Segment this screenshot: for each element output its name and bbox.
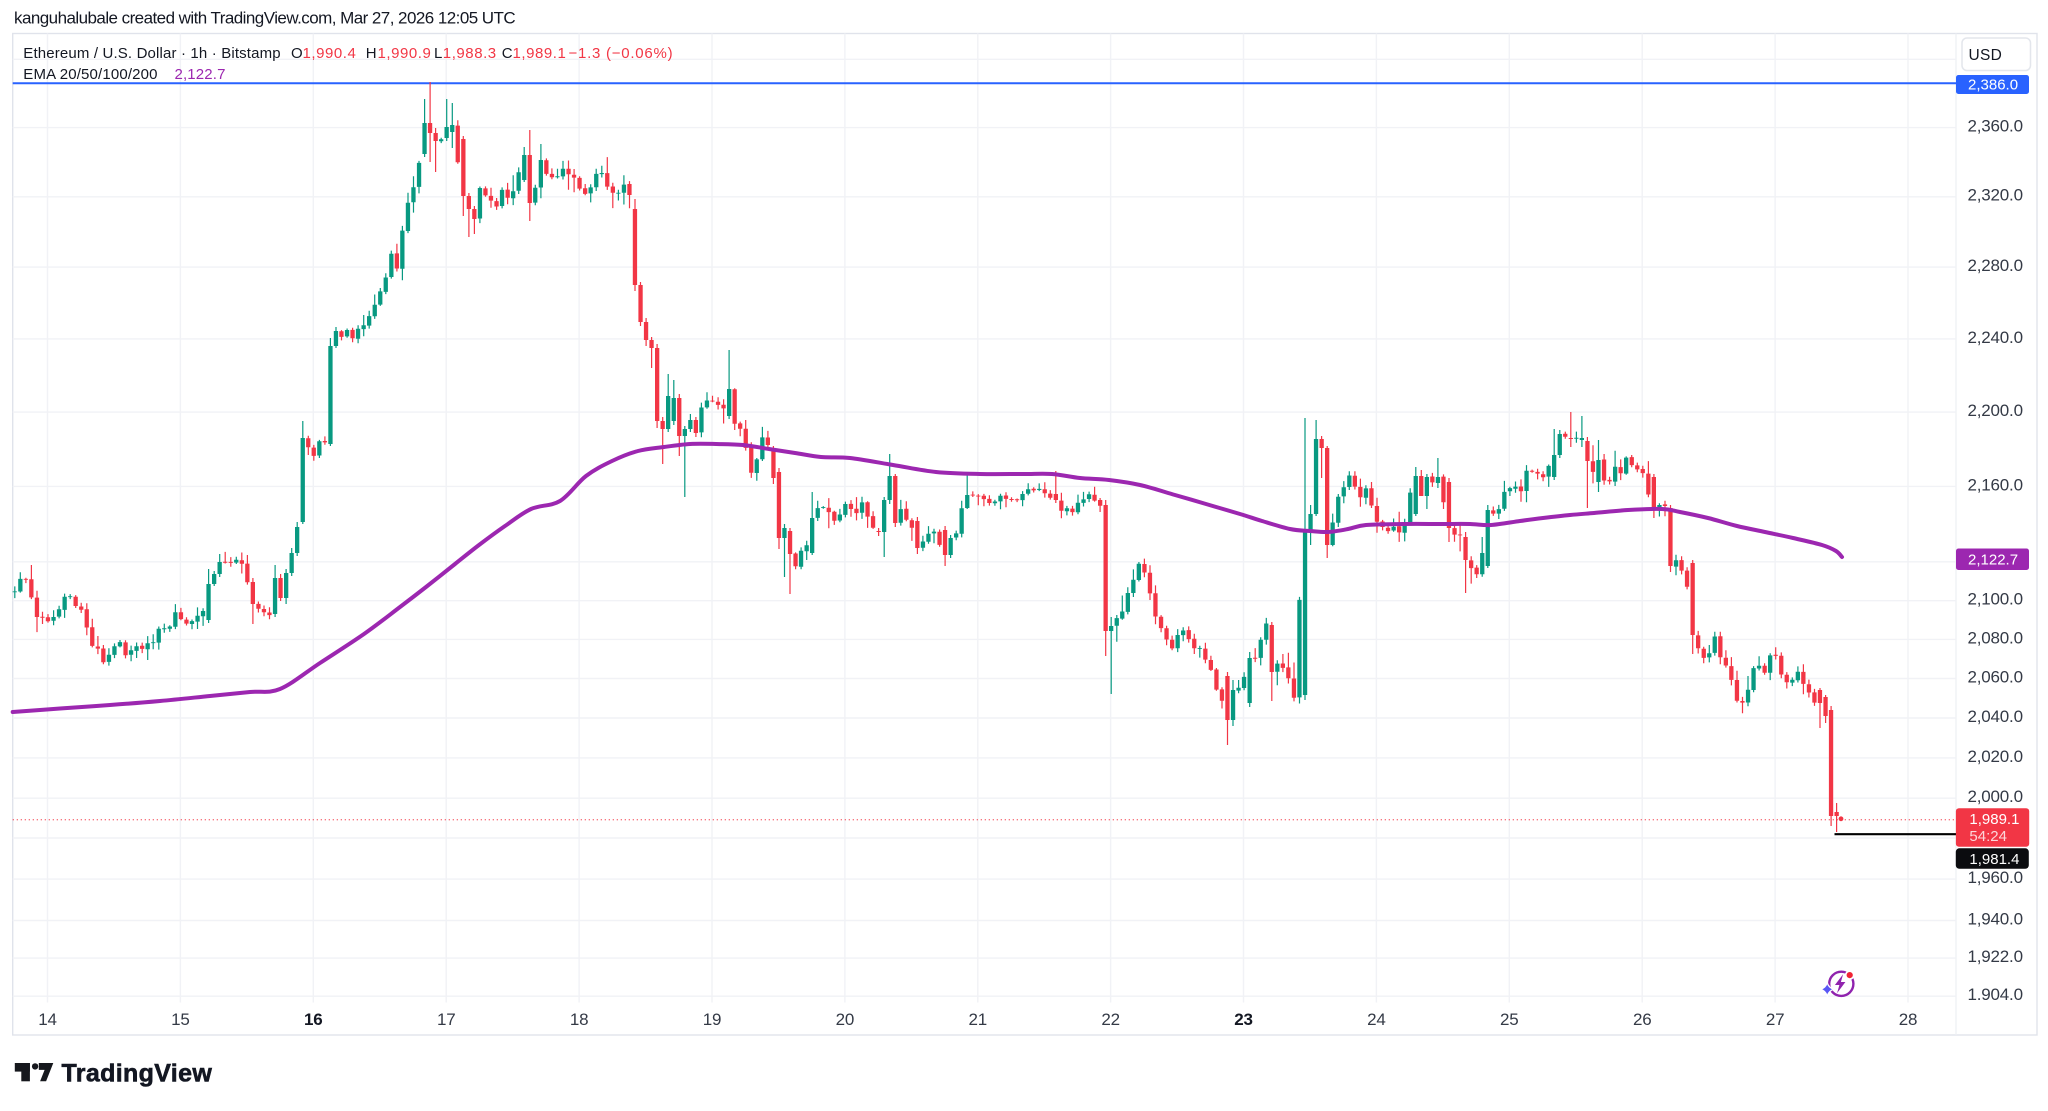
svg-text:2,060.0: 2,060.0 — [1968, 667, 2023, 686]
svg-text:1,990.4: 1,990.4 — [303, 45, 357, 62]
svg-text:19: 19 — [703, 1010, 722, 1029]
svg-text:15: 15 — [171, 1010, 190, 1029]
svg-text:17: 17 — [437, 1010, 456, 1029]
svg-text:16: 16 — [304, 1010, 323, 1029]
svg-text:2,122.7: 2,122.7 — [175, 66, 226, 83]
svg-text:24: 24 — [1367, 1010, 1386, 1029]
svg-text:2,386.0: 2,386.0 — [1968, 77, 2018, 94]
svg-text:28: 28 — [1899, 1010, 1918, 1029]
svg-text:1,960.0: 1,960.0 — [1968, 868, 2023, 887]
svg-text:23: 23 — [1234, 1010, 1253, 1029]
svg-text:L: L — [434, 45, 443, 62]
svg-text:21: 21 — [969, 1010, 988, 1029]
svg-text:26: 26 — [1633, 1010, 1652, 1029]
svg-text:18: 18 — [570, 1010, 589, 1029]
svg-text:1,940.0: 1,940.0 — [1968, 909, 2023, 928]
svg-text:2,160.0: 2,160.0 — [1968, 475, 2023, 494]
svg-text:TradingView: TradingView — [62, 1059, 213, 1087]
svg-text:H: H — [366, 45, 377, 62]
svg-text:14: 14 — [38, 1010, 57, 1029]
svg-text:2,360.0: 2,360.0 — [1968, 117, 2023, 136]
svg-text:Ethereum / U.S. Dollar · 1h ·: Ethereum / U.S. Dollar · 1h · Bitstamp — [23, 45, 280, 62]
svg-text:1,989.1: 1,989.1 — [1969, 811, 2019, 828]
svg-text:1,988.3: 1,988.3 — [443, 45, 497, 62]
svg-text:2,000.0: 2,000.0 — [1968, 787, 2023, 806]
svg-text:kanguhalubale created with Tra: kanguhalubale created with TradingView.c… — [14, 9, 515, 28]
svg-text:2,320.0: 2,320.0 — [1968, 186, 2023, 205]
svg-text:54:24: 54:24 — [1969, 828, 2007, 845]
svg-text:1,981.4: 1,981.4 — [1969, 851, 2019, 868]
svg-text:C: C — [502, 45, 513, 62]
svg-text:2,200.0: 2,200.0 — [1968, 401, 2023, 420]
svg-text:2,280.0: 2,280.0 — [1968, 256, 2023, 275]
svg-text:EMA 20/50/100/200: EMA 20/50/100/200 — [23, 66, 157, 83]
svg-text:O: O — [291, 45, 303, 62]
svg-text:1.904.0: 1.904.0 — [1968, 985, 2023, 1004]
svg-text:2,122.7: 2,122.7 — [1968, 552, 2018, 569]
svg-text:1,922.0: 1,922.0 — [1968, 947, 2023, 966]
svg-text:2,080.0: 2,080.0 — [1968, 628, 2023, 647]
svg-text:1,990.9: 1,990.9 — [378, 45, 432, 62]
svg-text:22: 22 — [1101, 1010, 1120, 1029]
svg-text:20: 20 — [836, 1010, 855, 1029]
svg-text:1,989.1: 1,989.1 — [513, 45, 567, 62]
svg-text:−1.3 (−0.06%): −1.3 (−0.06%) — [569, 45, 674, 62]
svg-text:27: 27 — [1766, 1010, 1785, 1029]
svg-text:2,100.0: 2,100.0 — [1968, 590, 2023, 609]
svg-text:USD: USD — [1969, 47, 2003, 64]
svg-text:25: 25 — [1500, 1010, 1519, 1029]
svg-text:2,020.0: 2,020.0 — [1968, 747, 2023, 766]
svg-text:2,040.0: 2,040.0 — [1968, 707, 2023, 726]
svg-text:2,240.0: 2,240.0 — [1968, 328, 2023, 347]
